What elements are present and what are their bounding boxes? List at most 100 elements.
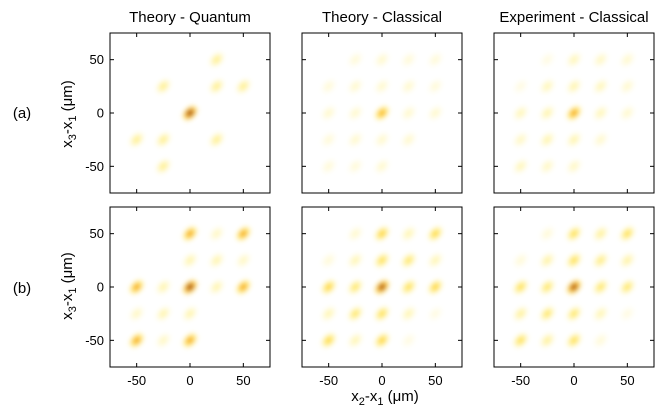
- peak-level: [326, 164, 331, 169]
- intensity-peak: [513, 253, 528, 268]
- intensity-peak: [348, 226, 363, 241]
- intensity-peak: [183, 333, 197, 348]
- peak-level: [433, 284, 438, 290]
- intensity-peak: [183, 253, 197, 268]
- y-tick-label: 0: [97, 106, 104, 121]
- y-tick-label: 0: [97, 280, 104, 295]
- heatmap-panel-r0-c2: [493, 32, 655, 194]
- peak-level: [353, 57, 358, 62]
- peak-level: [353, 311, 358, 316]
- peak-level: [326, 311, 331, 316]
- intensity-peak: [375, 132, 389, 147]
- intensity-peak: [620, 79, 635, 94]
- intensity-peak: [183, 106, 197, 120]
- peak-level: [518, 164, 523, 169]
- intensity-peak: [428, 52, 443, 67]
- intensity-peak: [513, 306, 528, 321]
- peak-level: [353, 110, 358, 116]
- peak-level: [326, 84, 331, 89]
- heatmap-panel-r0-c0: -50 0 50: [85, 32, 271, 194]
- peak-layer: [129, 226, 251, 348]
- intensity-peak: [593, 280, 608, 294]
- intensity-peak: [321, 132, 336, 147]
- intensity-peak: [620, 52, 635, 67]
- intensity-peak: [321, 306, 336, 321]
- peak-level: [598, 110, 603, 116]
- intensity-peak: [593, 333, 608, 348]
- peak-level: [598, 231, 603, 236]
- intensity-peak: [567, 106, 581, 120]
- intensity-peak: [348, 79, 363, 94]
- intensity-peak: [401, 253, 416, 268]
- intensity-peak: [236, 280, 251, 294]
- peak-level: [406, 110, 411, 116]
- intensity-peak: [209, 52, 224, 67]
- peak-level: [187, 311, 193, 316]
- peak-level: [598, 137, 603, 142]
- peak-level: [379, 258, 385, 263]
- peak-level: [433, 110, 438, 116]
- peak-level: [625, 84, 630, 89]
- peak-level: [379, 338, 385, 343]
- intensity-peak: [375, 280, 389, 294]
- peak-level: [187, 338, 193, 343]
- peak-level: [518, 110, 523, 116]
- peak-level: [545, 164, 550, 169]
- intensity-peak: [540, 333, 555, 348]
- row-label-a: (a): [13, 105, 31, 122]
- peak-level: [625, 57, 630, 62]
- intensity-peak: [321, 159, 336, 174]
- intensity-peak: [401, 79, 416, 94]
- peak-level: [545, 258, 550, 263]
- peak-level: [379, 231, 385, 236]
- intensity-peak: [540, 52, 555, 67]
- peak-level: [545, 311, 550, 316]
- intensity-peak: [375, 106, 389, 120]
- peak-layer: [129, 52, 251, 174]
- intensity-peak: [183, 306, 197, 321]
- intensity-peak: [567, 306, 581, 321]
- x-tick-label: 50: [620, 373, 634, 388]
- intensity-peak: [593, 253, 608, 268]
- peak-level: [134, 311, 139, 316]
- intensity-peak: [209, 280, 224, 294]
- peak-level: [625, 231, 630, 236]
- peak-level: [379, 164, 385, 169]
- intensity-peak: [156, 79, 171, 94]
- peak-level: [598, 311, 603, 316]
- peak-level: [326, 110, 331, 116]
- heatmap-panel-r1-c0: -50 -50 0 0 50 50: [85, 206, 271, 388]
- x-tick-label: -50: [127, 373, 146, 388]
- intensity-peak: [428, 306, 443, 321]
- peak-level: [214, 137, 219, 142]
- intensity-peak: [236, 253, 251, 268]
- peak-level: [545, 110, 550, 116]
- y-tick-label: -50: [85, 333, 104, 348]
- intensity-peak: [321, 106, 336, 120]
- intensity-peak: [513, 333, 528, 348]
- peak-level: [625, 311, 630, 316]
- intensity-peak: [620, 306, 635, 321]
- peak-level: [518, 84, 523, 89]
- peak-level: [518, 284, 523, 290]
- peak-level: [598, 84, 603, 89]
- peak-level: [518, 338, 523, 343]
- intensity-peak: [375, 253, 389, 268]
- peak-level: [625, 284, 630, 290]
- intensity-peak: [129, 280, 144, 294]
- peak-level: [406, 231, 411, 236]
- peak-level: [406, 311, 411, 316]
- peak-level: [214, 84, 219, 89]
- peak-level: [241, 258, 246, 263]
- intensity-peak: [620, 226, 635, 241]
- peak-level: [545, 137, 550, 142]
- column-title-theory-quantum: Theory - Quantum: [129, 9, 251, 26]
- intensity-peak: [540, 159, 555, 174]
- peak-level: [598, 338, 603, 343]
- intensity-peak: [321, 253, 336, 268]
- intensity-peak: [209, 79, 224, 94]
- peak-level: [379, 311, 385, 316]
- intensity-peak: [348, 132, 363, 147]
- peak-level: [241, 231, 246, 236]
- x-tick-label: -50: [511, 373, 530, 388]
